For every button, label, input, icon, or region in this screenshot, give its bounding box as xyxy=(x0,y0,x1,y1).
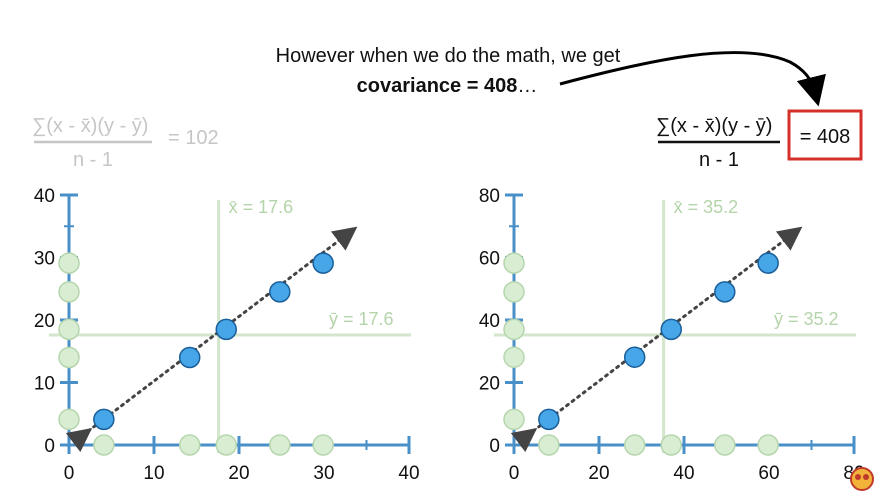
data-point xyxy=(215,318,237,341)
y-tick-label: 30 xyxy=(34,249,55,270)
right-formula-denominator: n - 1 xyxy=(699,149,739,171)
y-mean-label: ȳ = 17.6 xyxy=(329,309,394,329)
result-highlight-box xyxy=(787,109,863,161)
x-tick-label: 40 xyxy=(398,463,419,484)
y-tick-label: 0 xyxy=(44,436,55,457)
y-marginal-point xyxy=(503,408,525,431)
left-formula-denominator: n - 1 xyxy=(73,149,113,171)
data-point xyxy=(714,281,736,303)
annotation-line-1: However when we do the math, we get xyxy=(276,45,621,67)
annotation-line-2: covariance = 408… xyxy=(357,75,538,97)
x-marginal-point xyxy=(538,434,560,456)
x-tick-label: 20 xyxy=(228,463,249,484)
y-tick-label: 40 xyxy=(34,186,55,207)
x-marginal-point xyxy=(623,434,646,456)
x-marginal-point xyxy=(312,434,334,456)
x-marginal-point xyxy=(215,434,237,456)
y-marginal-point xyxy=(503,346,525,368)
annotation-ellipsis: … xyxy=(517,75,537,97)
data-point xyxy=(623,346,646,368)
right-formula-result: = 408 xyxy=(800,126,851,148)
y-marginal-point xyxy=(58,281,80,303)
y-marginal-point xyxy=(503,281,525,303)
y-mean-label: ȳ = 35.2 xyxy=(774,309,839,329)
y-marginal-point xyxy=(58,408,80,431)
left-formula-numerator: ∑(x - x̄)(y - ȳ) xyxy=(32,115,148,137)
y-tick-label: 60 xyxy=(479,249,500,270)
y-tick-label: 80 xyxy=(479,186,500,207)
callout-arrow xyxy=(559,51,826,107)
x-tick-label: 0 xyxy=(64,463,75,484)
data-point xyxy=(178,346,201,369)
right-covariance-formula: ∑(x - x̄)(y - ȳ) n - 1 = 408 xyxy=(656,109,863,171)
trend-arrow xyxy=(510,226,803,453)
y-marginal-point xyxy=(503,318,525,341)
data-point xyxy=(660,318,682,341)
right-scatter-plot: x̄ = 35.2ȳ = 35.2020406080020406080 xyxy=(479,186,865,484)
y-marginal-point xyxy=(58,252,80,274)
y-marginal-point xyxy=(58,318,80,341)
y-tick-label: 20 xyxy=(479,374,500,395)
data-point xyxy=(269,281,291,303)
left-scatter-plot: x̄ = 17.6 ȳ = 17.6 0 10 20 30 40 0 10 20 30 40 xyxy=(34,186,420,484)
left-covariance-formula: ∑(x - x̄)(y - ȳ) n - 1 = 102 xyxy=(32,115,219,171)
x-tick-label: 0 xyxy=(509,463,520,484)
data-point xyxy=(93,408,115,431)
y-marginal-point xyxy=(58,346,80,369)
x-marginal-point xyxy=(757,434,779,456)
x-marginal-point xyxy=(178,434,201,456)
x-tick-label: 20 xyxy=(588,463,609,484)
x-marginal-point xyxy=(660,434,682,456)
statquest-logo xyxy=(850,467,874,491)
y-tick-label: 40 xyxy=(479,311,500,332)
x-marginal-point xyxy=(269,434,291,456)
data-point xyxy=(757,252,779,274)
y-tick-label: 20 xyxy=(34,311,55,332)
x-marginal-point xyxy=(93,434,115,456)
x-tick-label: 10 xyxy=(143,463,164,484)
data-point xyxy=(538,408,560,431)
x-mean-label: x̄ = 35.2 xyxy=(674,197,739,217)
left-formula-result: = 102 xyxy=(168,127,219,149)
y-tick-label: 0 xyxy=(489,436,500,457)
y-tick-label: 10 xyxy=(34,374,55,395)
x-tick-label: 30 xyxy=(313,463,334,484)
x-tick-label: 40 xyxy=(673,463,694,484)
x-marginal-point xyxy=(714,434,736,456)
annotation-covariance-value: covariance = 408 xyxy=(357,75,518,97)
y-marginal-point xyxy=(503,252,525,274)
trend-arrow xyxy=(65,226,358,453)
x-mean-label: x̄ = 17.6 xyxy=(229,197,294,217)
x-tick-label: 60 xyxy=(758,463,779,484)
data-point xyxy=(312,252,334,274)
right-formula-numerator: ∑(x - x̄)(y - ȳ) xyxy=(656,115,772,137)
